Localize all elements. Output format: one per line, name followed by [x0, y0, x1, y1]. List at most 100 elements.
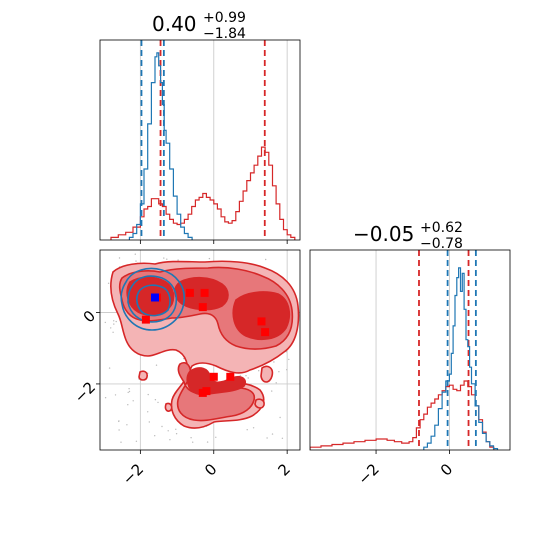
top-left-title: 0.40 +0.99 −1.84 — [152, 10, 246, 42]
sample-point — [157, 401, 159, 404]
blue-contours — [120, 267, 186, 331]
marker-layer — [141, 288, 270, 397]
sample-point — [278, 371, 280, 373]
sample-point — [245, 375, 247, 377]
sample-point — [108, 367, 111, 369]
bottom-right-histogram-panel: −2 0 — [309, 249, 511, 488]
sample-point — [107, 282, 110, 284]
bottom-left-ytick-label: 0 — [80, 307, 99, 326]
sample-point — [175, 433, 178, 435]
sample-point — [113, 323, 115, 325]
bottom-right-xtick-label: −2 — [355, 460, 383, 488]
sample-point — [161, 425, 163, 428]
sample-point — [183, 357, 185, 360]
red-square-marker — [209, 372, 218, 381]
sample-point — [120, 441, 122, 443]
sample-point — [192, 441, 194, 443]
bottom-left-ytick-label: −2 — [71, 378, 99, 406]
bottom-left-xtick-label: 2 — [275, 460, 294, 479]
red-square-marker — [261, 328, 270, 337]
sample-point — [118, 420, 120, 423]
red-contour-island — [254, 398, 265, 409]
sample-point — [104, 397, 107, 399]
sample-point — [177, 259, 179, 261]
sample-point — [286, 369, 288, 371]
blue-contour-inner — [136, 284, 171, 317]
top-left-histogram-panel — [99, 39, 301, 244]
top-left-frame — [99, 39, 301, 241]
sample-point — [126, 424, 128, 426]
sample-point — [135, 440, 138, 442]
sample-point — [167, 430, 169, 432]
bottom-right-title-lower: −0.78 — [420, 236, 463, 252]
sample-point — [114, 394, 117, 396]
bottom-right-title-value: −0.05 — [353, 222, 414, 246]
sample-point — [273, 361, 275, 363]
sample-point — [104, 321, 107, 324]
sample-point — [246, 429, 248, 431]
bottom-right-histogram-series-1 — [310, 380, 495, 450]
sample-point — [275, 382, 277, 384]
bottom-right-frame — [309, 249, 511, 451]
top-left-histogram-series-2 — [128, 52, 193, 240]
sample-point — [166, 258, 168, 260]
sample-point — [115, 320, 117, 323]
top-left-histogram-series-1 — [110, 146, 296, 240]
sample-point — [110, 327, 112, 329]
red-square-marker — [226, 372, 235, 381]
sample-point — [154, 435, 156, 437]
sample-point — [128, 390, 131, 393]
sample-point — [118, 429, 120, 431]
blue-contour-mid — [127, 275, 178, 323]
sample-point — [128, 388, 130, 390]
red-contour-inner — [126, 276, 291, 396]
sample-point — [208, 257, 211, 260]
blue-contour-outer — [120, 267, 186, 331]
red-square-marker — [198, 388, 207, 397]
red-contour-island — [138, 370, 148, 381]
bottom-right-histogram-series-2 — [423, 267, 499, 450]
sample-point — [281, 437, 284, 439]
sample-point — [215, 436, 217, 438]
bottom-right-xtick-label: 0 — [437, 460, 456, 479]
bottom-left-xtick-label: −2 — [119, 460, 147, 488]
sample-point — [148, 421, 150, 423]
red-square-marker — [257, 317, 266, 326]
red-contour-island — [164, 402, 173, 412]
sample-point — [135, 260, 137, 262]
top-left-title-value: 0.40 — [152, 12, 197, 36]
sample-point — [271, 433, 274, 435]
sample-point — [279, 416, 281, 419]
sample-point — [239, 374, 241, 377]
top-left-title-upper: +0.99 — [203, 10, 246, 26]
red-square-marker — [200, 288, 209, 297]
red-square-marker — [141, 315, 150, 324]
sample-point — [155, 364, 158, 366]
sample-point — [175, 428, 177, 430]
bottom-right-series-group — [310, 250, 499, 450]
sample-point — [147, 411, 149, 413]
sample-point — [265, 258, 267, 261]
sample-point — [113, 320, 115, 322]
sample-point — [271, 390, 273, 392]
bottom-left-frame — [99, 249, 301, 451]
bottom-left-xtick-label: 0 — [201, 460, 220, 479]
sample-point — [247, 377, 249, 379]
sample-point — [163, 257, 165, 259]
sample-point — [190, 437, 192, 439]
sample-point — [134, 253, 136, 255]
blue-square-marker — [151, 293, 159, 302]
sample-point — [127, 391, 129, 394]
sample-point — [169, 439, 171, 441]
bottom-left-contour-panel: −2 0 2 0 −2 — [71, 249, 301, 488]
sample-point — [206, 441, 209, 443]
bottom-right-title-upper: +0.62 — [420, 220, 463, 236]
sample-point — [132, 400, 134, 402]
sample-point — [112, 331, 114, 333]
sample-point — [252, 427, 255, 429]
sample-point — [258, 370, 260, 372]
red-square-marker — [185, 288, 194, 297]
sample-point — [266, 437, 268, 439]
